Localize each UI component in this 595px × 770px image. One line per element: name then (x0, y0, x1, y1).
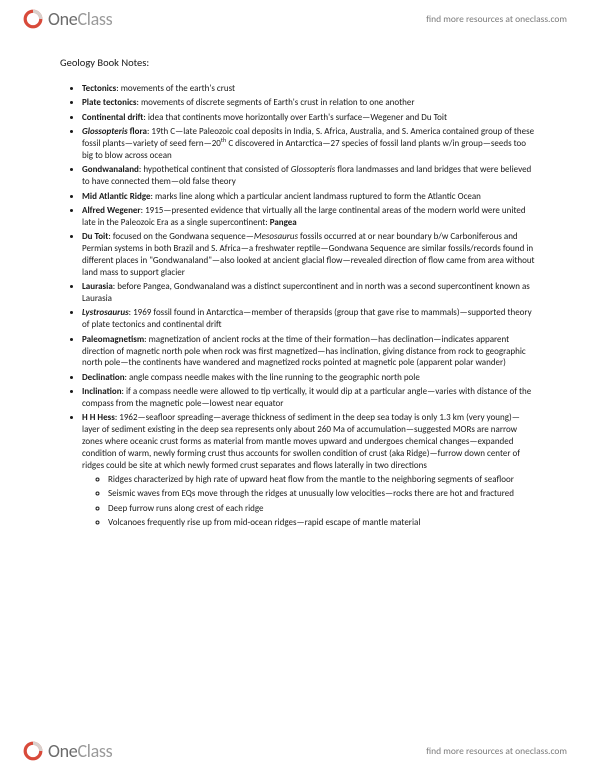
page-title: Geology Book Notes: (60, 56, 535, 69)
note-item: Declination: angle compass needle makes … (82, 372, 535, 384)
sub-note-item: Volcanoes frequently rise up from mid-oc… (108, 517, 535, 529)
logo-text: OneClass (48, 8, 112, 30)
note-item: H H Hess: 1962—seafloor spreading—averag… (82, 412, 535, 528)
note-term: Continental drift (82, 112, 143, 123)
note-term: Glossopteris (82, 126, 128, 137)
note-term: Declination (82, 372, 125, 383)
notes-list: Tectonics: movements of the earth's crus… (60, 83, 535, 529)
note-item: Mid Atlantic Ridge: marks line along whi… (82, 191, 535, 203)
note-term: Gondwanaland (82, 164, 139, 175)
note-item: Alfred Wegener: 1915—presented evidence … (82, 205, 535, 229)
footer-resources-link[interactable]: find more resources at oneclass.com (426, 745, 567, 757)
note-term: Alfred Wegener (82, 205, 141, 216)
note-item: Glossopteris flora: 19th C—late Paleozoi… (82, 126, 535, 162)
note-item: Tectonics: movements of the earth's crus… (82, 83, 535, 95)
note-term: Plate tectonics (82, 97, 137, 108)
note-term: H H Hess (82, 412, 115, 423)
logo[interactable]: OneClass (20, 6, 112, 32)
note-item: Gondwanaland: hypothetical continent tha… (82, 164, 535, 188)
site-footer: OneClass find more resources at oneclass… (0, 732, 595, 770)
sub-list: Ridges characterized by high rate of upw… (82, 474, 535, 529)
site-header: OneClass find more resources at oneclass… (0, 0, 595, 38)
logo-text: OneClass (48, 740, 112, 762)
note-item: Lystrosaurus: 1969 fossil found in Antar… (82, 307, 535, 331)
note-term: Laurasia (82, 281, 113, 292)
note-term: Inclination (82, 386, 122, 397)
note-term: Mid Atlantic Ridge (82, 191, 151, 202)
sub-note-item: Ridges characterized by high rate of upw… (108, 474, 535, 486)
logo-icon (20, 738, 46, 764)
sub-note-item: Deep furrow runs along crest of each rid… (108, 503, 535, 515)
note-term: Tectonics (82, 83, 116, 94)
footer-logo[interactable]: OneClass (20, 738, 112, 764)
header-resources-link[interactable]: find more resources at oneclass.com (426, 13, 567, 25)
note-item: Du Toit: focused on the Gondwana sequenc… (82, 231, 535, 279)
note-term: Lystrosaurus (82, 307, 129, 318)
note-item: Continental drift: idea that continents … (82, 112, 535, 124)
note-item: Inclination: if a compass needle were al… (82, 386, 535, 410)
note-item: Plate tectonics: movements of discrete s… (82, 97, 535, 109)
note-term: Paleomagnetism (82, 334, 144, 345)
note-term: Du Toit (82, 231, 108, 242)
document-content: Geology Book Notes: Tectonics: movements… (0, 38, 595, 529)
logo-icon (20, 6, 46, 32)
sub-note-item: Seismic waves from EQs move through the … (108, 488, 535, 500)
note-item: Laurasia: before Pangea, Gondwanaland wa… (82, 281, 535, 305)
note-item: Paleomagnetism: magnetization of ancient… (82, 334, 535, 370)
